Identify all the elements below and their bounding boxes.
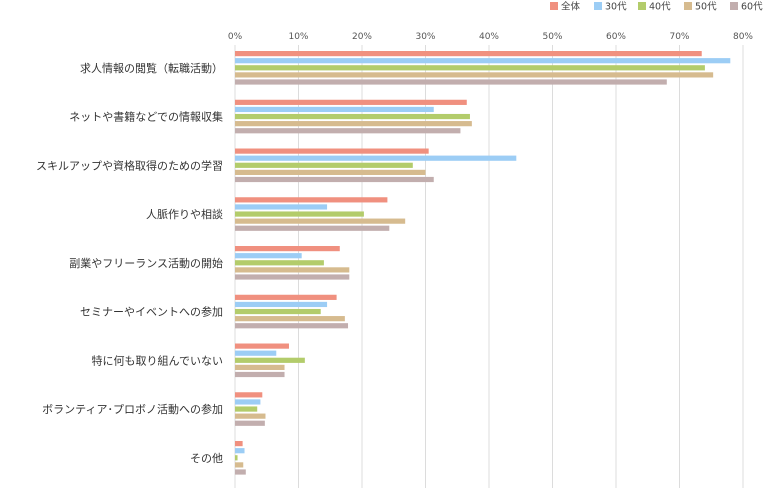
bar [235, 350, 277, 356]
legend-swatch [638, 2, 646, 10]
bar [235, 106, 434, 113]
category-label: ネットや書籍などでの情報収集 [69, 110, 223, 124]
bar [235, 253, 302, 259]
x-tick-label: 40% [479, 32, 499, 42]
x-tick-label: 0% [228, 32, 243, 42]
bar [235, 211, 364, 217]
category-label: 求人情報の閲覧（転職活動） [80, 61, 223, 75]
bar [235, 113, 470, 120]
x-tick-label: 50% [542, 32, 562, 42]
legend-swatch [684, 2, 692, 10]
bar [235, 218, 406, 224]
bar [235, 51, 702, 57]
category-label: 人脈作りや相談 [146, 207, 223, 221]
bar [235, 121, 472, 127]
legend-label: 60代 [741, 2, 763, 13]
category-labels: 求人情報の閲覧（転職活動） ネットや書籍などでの情報収集スキルアップや資格取得のた… [36, 61, 223, 465]
bar [235, 260, 324, 266]
bar [235, 225, 390, 231]
bar [235, 399, 261, 405]
legend-label: 全体 [561, 1, 581, 13]
bar [235, 169, 426, 175]
bar [235, 392, 263, 398]
bar [235, 65, 705, 71]
legend-label: 30代 [605, 2, 627, 13]
bar [235, 162, 413, 168]
bar [235, 294, 337, 300]
category-label: セミナーやイベントへの参加 [80, 305, 223, 319]
bar [235, 406, 258, 412]
legend-swatch [730, 2, 738, 10]
bar [235, 79, 667, 85]
bar [235, 371, 285, 378]
bar [235, 301, 328, 308]
bar [235, 455, 238, 461]
x-tick-label: 70% [669, 32, 689, 42]
bar [235, 274, 350, 280]
bar [235, 343, 289, 349]
bar [235, 99, 467, 105]
legend-swatch [594, 2, 602, 10]
category-label: その他 [190, 452, 223, 465]
bar [235, 420, 265, 426]
bar [235, 72, 714, 78]
bar [235, 357, 305, 363]
x-tick-label: 60% [606, 32, 626, 42]
bars [235, 51, 731, 475]
legend-swatch [550, 2, 558, 10]
bar [235, 176, 434, 183]
bar [235, 364, 285, 370]
bar [235, 448, 245, 454]
category-label: ボランティア･プロボノ活動への参加 [42, 402, 223, 416]
legend: 全体 30代 40代 50代 60代 [550, 1, 763, 13]
bar [235, 413, 266, 419]
bar [235, 323, 349, 329]
legend-label: 50代 [695, 2, 717, 13]
bar [235, 441, 243, 447]
bar [235, 462, 244, 468]
x-tick-label: 80% [733, 32, 753, 42]
category-label: 副業やフリーランス活動の開始 [69, 256, 223, 270]
bar [235, 469, 246, 475]
bar [235, 155, 517, 161]
bar [235, 316, 345, 322]
bar [235, 58, 731, 64]
x-tick-label: 10% [288, 32, 308, 42]
bar [235, 308, 321, 315]
x-axis-ticks: 0% 10% 20% 30% 40% 50% 60% 70% 80% [228, 32, 754, 42]
bar [235, 128, 461, 134]
bar [235, 148, 429, 154]
category-label: 特に何も取り組んでいない [92, 353, 223, 367]
x-tick-label: 20% [352, 32, 372, 42]
bar [235, 246, 340, 252]
category-label: スキルアップや資格取得のための学習 [36, 158, 223, 172]
x-tick-label: 30% [415, 32, 435, 42]
legend-label: 40代 [649, 2, 671, 13]
bar [235, 197, 388, 203]
bar [235, 204, 328, 210]
bar [235, 267, 350, 273]
